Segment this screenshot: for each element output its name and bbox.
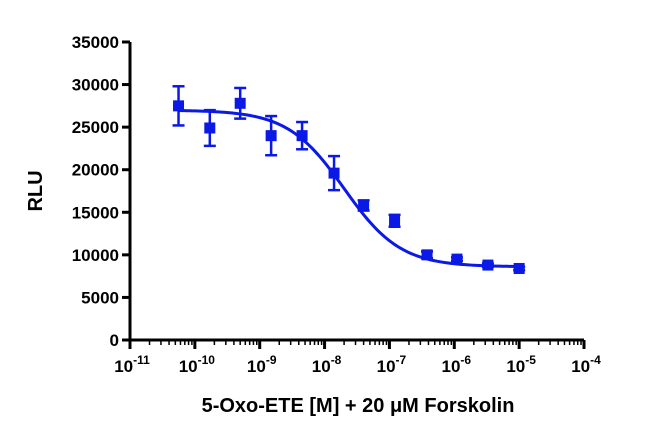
x-tick-label: 10-8 bbox=[312, 353, 342, 376]
y-tick-label: 5000 bbox=[81, 288, 119, 307]
x-axis: 10-11 10-10 10-9 10-8 10-7 10-6 10-5 10-4 bbox=[114, 338, 601, 376]
x-tick-label: 10-9 bbox=[247, 353, 277, 376]
x-tick-label: 10-10 bbox=[179, 353, 216, 376]
y-tick-label: 0 bbox=[110, 331, 119, 350]
data-point bbox=[421, 249, 433, 261]
data-point bbox=[204, 122, 216, 134]
x-tick-label: 10-7 bbox=[377, 353, 407, 376]
y-tick-label: 10000 bbox=[72, 246, 119, 265]
y-tick-label: 20000 bbox=[72, 161, 119, 180]
x-axis-title: 5-Oxo-ETE [M] + 20 μM Forskolin bbox=[202, 395, 515, 417]
y-tick-label: 35000 bbox=[72, 33, 119, 52]
fit-curve bbox=[178, 109, 520, 268]
data-point bbox=[173, 100, 185, 112]
y-tick-label: 25000 bbox=[72, 118, 119, 137]
data-point bbox=[513, 262, 525, 274]
y-axis: 0 5000 10000 15000 20000 25000 30000 35000 bbox=[72, 33, 132, 350]
data-point bbox=[328, 167, 340, 179]
x-tick-label: 10-11 bbox=[114, 353, 150, 376]
data-point bbox=[358, 199, 370, 211]
data-point bbox=[451, 253, 463, 265]
y-tick-label: 30000 bbox=[72, 76, 119, 95]
y-axis-title: RLU bbox=[25, 170, 47, 211]
data-point bbox=[482, 259, 494, 271]
data-point bbox=[389, 215, 401, 227]
data-point bbox=[234, 97, 246, 109]
x-tick-label: 10-6 bbox=[441, 353, 471, 376]
x-tick-label: 10-5 bbox=[506, 353, 536, 376]
x-tick-label: 10-4 bbox=[571, 353, 601, 376]
data-point bbox=[296, 130, 308, 142]
data-points-layer bbox=[173, 97, 525, 274]
data-point bbox=[265, 130, 277, 142]
y-tick-label: 15000 bbox=[72, 203, 119, 222]
fit-curve-layer bbox=[178, 109, 520, 268]
